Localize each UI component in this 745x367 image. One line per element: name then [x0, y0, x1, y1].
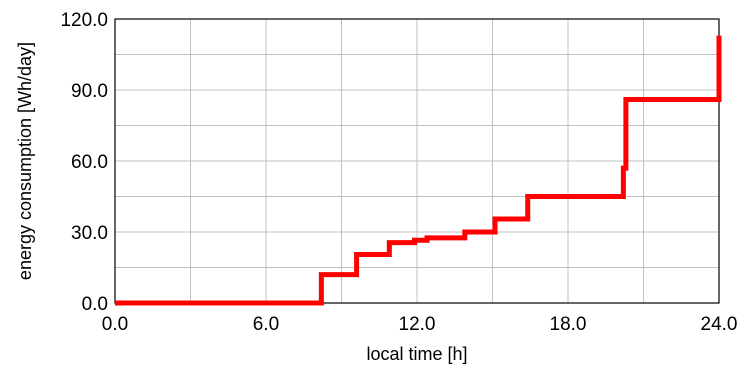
x-tick-label: 24.0 [701, 314, 738, 335]
y-tick-label: 0.0 [82, 294, 108, 315]
x-tick-label: 18.0 [550, 314, 587, 335]
grid-lines [115, 19, 719, 303]
series-line [115, 35, 722, 306]
series-layer [115, 35, 722, 306]
x-tick-label: 6.0 [253, 314, 279, 335]
y-tick-label: 60.0 [71, 152, 108, 173]
x-tick-label: 0.0 [102, 314, 128, 335]
y-axis-label: energy consumption [Wh/day] [15, 42, 35, 280]
plot-frame [114, 18, 720, 304]
x-tick-label: 12.0 [399, 314, 436, 335]
y-tick-label: 90.0 [71, 81, 108, 102]
y-tick-label: 30.0 [71, 223, 108, 244]
tick-labels: 0.0 6.0 12.0 18.0 24.0 0.0 30.0 60.0 90.0 120.0 [60, 10, 737, 335]
y-tick-label: 120.0 [60, 10, 108, 31]
x-axis-label: local time [h] [366, 344, 467, 364]
